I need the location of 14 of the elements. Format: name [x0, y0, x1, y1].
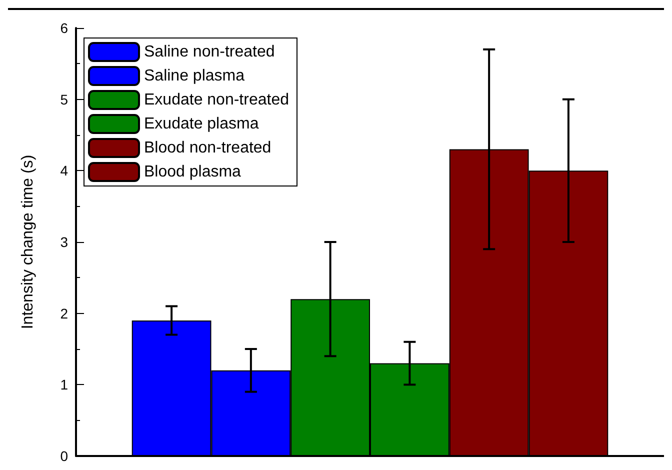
legend-label: Exudate non-treated — [144, 92, 289, 108]
y-tick-label: 0 — [60, 448, 68, 464]
y-tick-label: 2 — [60, 305, 68, 322]
y-tick-label: 1 — [60, 376, 68, 393]
y-tick-label: 3 — [60, 234, 68, 250]
legend-label: Blood non-treated — [144, 140, 272, 156]
legend-label: Saline non-treated — [144, 44, 275, 60]
legend-label: Saline plasma — [144, 68, 245, 84]
legend-label: Exudate plasma — [144, 116, 259, 132]
y-tick-label: 4 — [60, 162, 68, 179]
legend-label: Blood plasma — [144, 164, 242, 180]
y-axis-title: Intensity change time (s) — [20, 154, 36, 330]
y-tick-label: 6 — [60, 20, 68, 36]
y-tick-label: 5 — [60, 91, 68, 108]
